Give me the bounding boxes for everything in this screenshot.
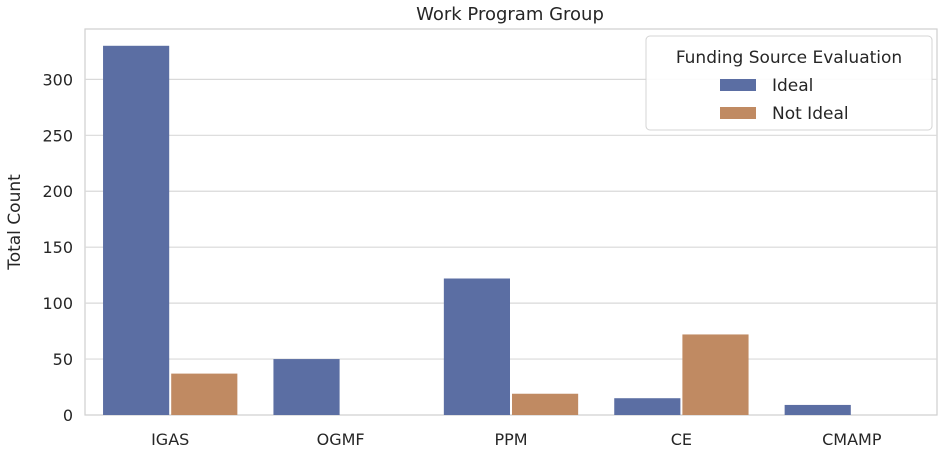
bar-ce-ideal [614,398,681,415]
legend-box [645,35,933,131]
y-tick-labels: 0 50 100 150 200 250 300 [42,70,73,425]
y-axis-title: Total Count [5,174,25,271]
legend-swatch-not-ideal [720,107,756,119]
bar-ppm-not-ideal [512,393,579,415]
bar-cmamp-ideal [784,404,851,415]
legend-swatch-ideal [720,79,756,91]
y-tick-label: 250 [42,126,73,145]
x-tick-label: OGMF [317,430,365,449]
x-tick-label: CMAMP [822,430,882,449]
plot-frame [84,28,938,416]
bar-igas-not-ideal [171,373,238,415]
y-tick-label: 300 [42,70,73,89]
chart-title: Work Program Group [416,4,604,25]
bar-igas-ideal [103,45,170,416]
y-tick-label: 0 [63,406,73,425]
x-tick-label: CE [671,430,692,449]
bar-ppm-ideal [443,278,510,415]
legend-label-ideal: Ideal [772,76,813,96]
y-tick-label: 150 [42,238,73,257]
bar-ogmf-ideal [273,359,340,415]
bars [103,45,851,416]
legend-label-not-ideal: Not Ideal [772,104,849,124]
gridlines [85,78,937,360]
x-tick-label: IGAS [151,430,189,449]
x-tick-labels: IGAS OGMF PPM CE CMAMP [151,430,882,449]
x-tick-label: PPM [494,430,527,449]
y-tick-label: 50 [53,350,73,369]
legend-title: Funding Source Evaluation [676,48,902,68]
y-tick-label: 100 [42,294,73,313]
bar-ce-not-ideal [682,334,749,415]
legend: Funding Source Evaluation Ideal Not Idea… [645,35,933,131]
y-tick-label: 200 [42,182,73,201]
